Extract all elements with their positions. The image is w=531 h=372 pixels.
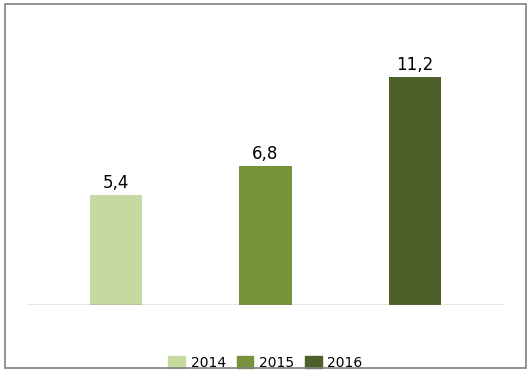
- Bar: [90, 195, 142, 305]
- Text: 5,4: 5,4: [103, 174, 130, 192]
- Bar: [239, 166, 292, 305]
- Legend: 2014, 2015, 2016: 2014, 2015, 2016: [162, 350, 369, 372]
- Text: 11,2: 11,2: [396, 55, 433, 74]
- Text: 6,8: 6,8: [252, 145, 279, 163]
- Bar: [389, 77, 441, 305]
